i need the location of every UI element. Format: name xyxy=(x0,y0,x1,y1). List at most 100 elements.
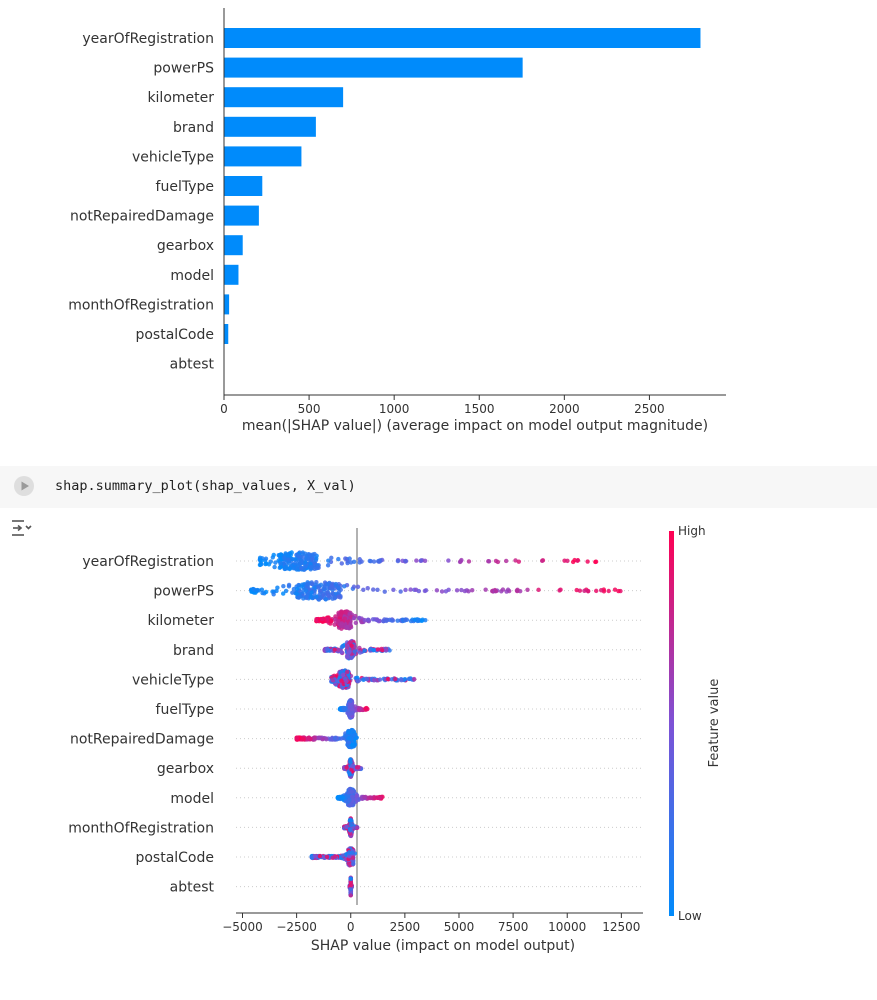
bar-label: yearOfRegistration xyxy=(82,31,214,47)
shap-point xyxy=(336,556,341,562)
shap-point xyxy=(357,615,362,621)
shap-point xyxy=(300,736,306,741)
shap-point xyxy=(493,558,499,564)
shap-point xyxy=(328,618,334,624)
colorbar xyxy=(669,531,674,916)
shap-point xyxy=(343,733,348,738)
play-circle-icon[interactable] xyxy=(12,474,36,498)
code-text[interactable]: shap.summary_plot(shap_values, X_val) xyxy=(55,478,356,494)
feature-label: vehicleType xyxy=(132,672,214,688)
shap-point xyxy=(361,587,366,592)
shap-point xyxy=(338,612,343,618)
bar-tick-label: 0 xyxy=(220,402,228,416)
shap-point xyxy=(355,765,361,770)
shap-point xyxy=(407,676,412,682)
shap-point xyxy=(339,621,345,626)
shap-point xyxy=(283,564,289,570)
feature-label: model xyxy=(170,791,214,807)
shap-point xyxy=(306,735,311,741)
feature-label: fuelType xyxy=(156,702,214,718)
shap-point xyxy=(362,794,367,800)
shap-point xyxy=(347,797,352,803)
bar-tick-label: 2500 xyxy=(634,402,665,416)
shap-point xyxy=(351,615,357,621)
shap-point xyxy=(348,802,353,808)
shap-point xyxy=(348,560,354,565)
shap-point xyxy=(385,676,391,682)
shap-point xyxy=(348,886,353,892)
shap-point xyxy=(361,677,366,683)
shap-point xyxy=(411,676,417,682)
shap-point xyxy=(259,558,264,563)
shap-point xyxy=(282,555,287,561)
shap-point xyxy=(357,706,363,711)
beeswarm-tick-label: 12500 xyxy=(602,920,640,934)
shap-point xyxy=(299,584,304,589)
shap-point xyxy=(317,853,323,859)
shap-point xyxy=(354,825,360,830)
bar-label: gearbox xyxy=(157,238,214,254)
shap-point xyxy=(416,588,422,594)
shap-point xyxy=(312,853,318,859)
shap-point xyxy=(403,587,408,593)
feature-label: brand xyxy=(173,643,214,659)
shap-point xyxy=(342,584,347,589)
shap-point xyxy=(263,589,269,595)
shap-point xyxy=(375,647,381,652)
shap-point xyxy=(348,893,353,898)
shap-point xyxy=(286,557,291,562)
colorbar-label: Feature value xyxy=(707,679,722,768)
shap-point xyxy=(616,588,621,594)
shap-point xyxy=(344,645,350,650)
shap-point xyxy=(343,556,348,561)
shap-point xyxy=(399,677,404,683)
shap-point xyxy=(345,560,350,566)
shap-point xyxy=(598,588,604,593)
shap-point xyxy=(294,591,299,596)
shap-point xyxy=(344,679,349,684)
shap-point xyxy=(367,558,372,564)
beeswarm-tick-label: 7500 xyxy=(498,920,529,934)
shap-point xyxy=(347,649,352,654)
shap-point xyxy=(459,557,464,563)
code-cell[interactable]: shap.summary_plot(shap_values, X_val) xyxy=(0,466,877,508)
shap-point xyxy=(355,675,360,681)
bar-label: brand xyxy=(173,120,214,136)
shap-point xyxy=(350,855,356,861)
bar-tick-label: 1500 xyxy=(464,402,495,416)
shap-point xyxy=(266,562,272,567)
shap-point xyxy=(371,559,377,564)
shap-point xyxy=(353,620,359,626)
shap-point xyxy=(323,597,329,602)
shap-point xyxy=(326,593,331,598)
output-toggle-icon[interactable] xyxy=(9,516,33,540)
shap-point xyxy=(557,588,562,593)
shap-point xyxy=(332,595,337,601)
bar-label: monthOfRegistration xyxy=(68,297,214,313)
shap-point xyxy=(348,698,353,704)
shap-point xyxy=(281,583,286,589)
feature-label: notRepairedDamage xyxy=(70,732,214,748)
shap-point xyxy=(389,618,395,623)
shap-point xyxy=(251,587,256,592)
shap-point xyxy=(363,706,368,711)
shap-point xyxy=(333,614,338,619)
shap-point xyxy=(333,735,338,740)
feature-label: gearbox xyxy=(157,761,214,777)
shap-point xyxy=(582,588,587,594)
shap-point xyxy=(362,648,367,653)
shap-point xyxy=(382,589,387,594)
shap-point xyxy=(324,854,330,859)
bar-label: kilometer xyxy=(147,90,214,106)
shap-point xyxy=(344,669,350,675)
shap-point xyxy=(344,824,349,830)
shap-point xyxy=(403,558,408,564)
shap-point xyxy=(273,560,278,565)
shap-point xyxy=(257,562,263,568)
feature-label: abtest xyxy=(170,880,215,896)
shap-point xyxy=(317,591,323,597)
shap-point xyxy=(289,550,294,555)
shap-point xyxy=(297,554,302,559)
shap-point xyxy=(303,564,308,569)
shap-point xyxy=(348,880,354,885)
